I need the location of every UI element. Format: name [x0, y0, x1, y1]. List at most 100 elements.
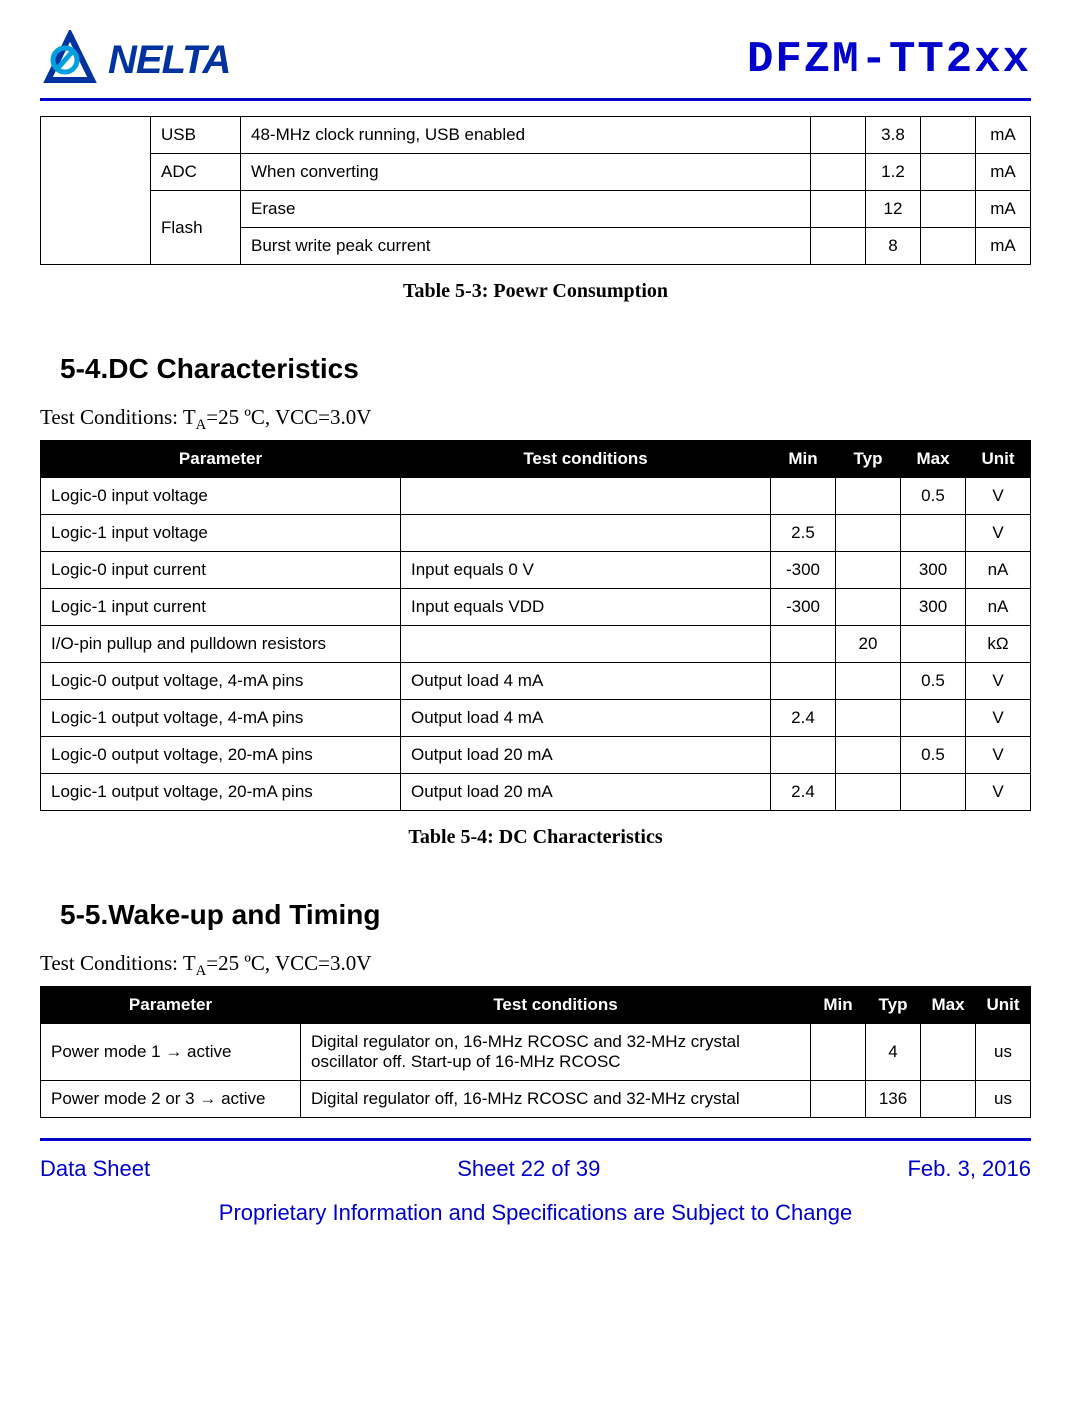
- table-cell: 0.5: [901, 663, 966, 700]
- table-cell: I/O-pin pullup and pulldown resistors: [41, 626, 401, 663]
- table-cell: [901, 774, 966, 811]
- cell-category: Flash: [151, 191, 241, 265]
- table-row: Power mode 2 or 3 → activeDigital regula…: [41, 1081, 1031, 1118]
- col-parameter: Parameter: [41, 987, 301, 1024]
- table-cell: Digital regulator off, 16-MHz RCOSC and …: [301, 1081, 811, 1118]
- table-cell: V: [966, 478, 1031, 515]
- table-cell: [836, 737, 901, 774]
- cell-typ: 3.8: [866, 117, 921, 154]
- table-cell: Digital regulator on, 16-MHz RCOSC and 3…: [301, 1024, 811, 1081]
- cond-prefix: Test Conditions: T: [40, 405, 196, 429]
- table-row: I/O-pin pullup and pulldown resistors20k…: [41, 626, 1031, 663]
- table-cell: [921, 1024, 976, 1081]
- cell-unit: mA: [976, 117, 1031, 154]
- table-row: Logic-0 output voltage, 4-mA pinsOutput …: [41, 663, 1031, 700]
- table-cell: 4: [866, 1024, 921, 1081]
- footer-note: Proprietary Information and Specificatio…: [40, 1200, 1031, 1226]
- cell-min: [811, 228, 866, 265]
- table-caption: Table 5-4: DC Characteristics: [40, 826, 1031, 849]
- cell-typ: 12: [866, 191, 921, 228]
- table-row: Logic-0 input voltage0.5V: [41, 478, 1031, 515]
- table-cell: Logic-0 output voltage, 20-mA pins: [41, 737, 401, 774]
- cell-min: [811, 117, 866, 154]
- table-cell: Logic-1 output voltage, 4-mA pins: [41, 700, 401, 737]
- section-heading-5-5: 5-5.Wake-up and Timing: [60, 899, 1031, 931]
- cell-unit: mA: [976, 154, 1031, 191]
- col-min: Min: [811, 987, 866, 1024]
- cond-prefix: Test Conditions: T: [40, 951, 196, 975]
- cell-unit: mA: [976, 228, 1031, 265]
- footer-center: Sheet 22 of 39: [457, 1156, 600, 1182]
- table-cell: -300: [771, 552, 836, 589]
- table-cell: Power mode 2 or 3 → active: [41, 1081, 301, 1118]
- table-caption: Table 5-3: Poewr Consumption: [40, 280, 1031, 303]
- table-cell: 2.4: [771, 700, 836, 737]
- col-max: Max: [921, 987, 976, 1024]
- table-cell: [836, 515, 901, 552]
- table-cell: [836, 589, 901, 626]
- col-min: Min: [771, 441, 836, 478]
- footer-row: Data Sheet Sheet 22 of 39 Feb. 3, 2016: [40, 1156, 1031, 1182]
- table-cell: Logic-0 output voltage, 4-mA pins: [41, 663, 401, 700]
- table-cell: Output load 20 mA: [401, 774, 771, 811]
- table-cell: [771, 478, 836, 515]
- table-cell: [771, 626, 836, 663]
- footer-left: Data Sheet: [40, 1156, 150, 1182]
- power-consumption-table: USB 48-MHz clock running, USB enabled 3.…: [40, 116, 1031, 265]
- table-cell: [901, 700, 966, 737]
- table-cell: kΩ: [966, 626, 1031, 663]
- cell-category: USB: [151, 117, 241, 154]
- table-cell: Input equals VDD: [401, 589, 771, 626]
- table-header-row: Parameter Test conditions Min Typ Max Un…: [41, 441, 1031, 478]
- cell-min: [811, 191, 866, 228]
- table-cell: [836, 700, 901, 737]
- cell-typ: 8: [866, 228, 921, 265]
- table-cell: [401, 478, 771, 515]
- col-conditions: Test conditions: [301, 987, 811, 1024]
- dc-characteristics-table: Parameter Test conditions Min Typ Max Un…: [40, 440, 1031, 811]
- empty-cell: [41, 117, 151, 265]
- cell-desc: Burst write peak current: [241, 228, 811, 265]
- table-cell: 136: [866, 1081, 921, 1118]
- col-parameter: Parameter: [41, 441, 401, 478]
- table-cell: [836, 774, 901, 811]
- table-cell: us: [976, 1024, 1031, 1081]
- cell-unit: mA: [976, 191, 1031, 228]
- cell-category: ADC: [151, 154, 241, 191]
- table-cell: us: [976, 1081, 1031, 1118]
- table-cell: V: [966, 663, 1031, 700]
- table-cell: Output load 4 mA: [401, 700, 771, 737]
- cell-min: [811, 154, 866, 191]
- table-cell: V: [966, 774, 1031, 811]
- table-cell: 2.5: [771, 515, 836, 552]
- table-row: ADC When converting 1.2 mA: [41, 154, 1031, 191]
- cond-sub: A: [196, 417, 207, 433]
- table-cell: Logic-1 input voltage: [41, 515, 401, 552]
- cond-suffix: =25 ºC, VCC=3.0V: [206, 405, 371, 429]
- cell-max: [921, 228, 976, 265]
- test-conditions-5-4: Test Conditions: TA=25 ºC, VCC=3.0V: [40, 405, 1031, 434]
- table-cell: [401, 515, 771, 552]
- cell-typ: 1.2: [866, 154, 921, 191]
- col-max: Max: [901, 441, 966, 478]
- col-unit: Unit: [976, 987, 1031, 1024]
- delta-logo-icon: [40, 30, 100, 90]
- wakeup-timing-table: Parameter Test conditions Min Typ Max Un…: [40, 986, 1031, 1118]
- cell-max: [921, 191, 976, 228]
- table-cell: [811, 1081, 866, 1118]
- table-cell: Output load 20 mA: [401, 737, 771, 774]
- table-cell: Power mode 1 → active: [41, 1024, 301, 1081]
- table-cell: nA: [966, 589, 1031, 626]
- table-cell: Output load 4 mA: [401, 663, 771, 700]
- col-typ: Typ: [866, 987, 921, 1024]
- table-cell: Input equals 0 V: [401, 552, 771, 589]
- table-row: Flash Erase 12 mA: [41, 191, 1031, 228]
- table-cell: 0.5: [901, 737, 966, 774]
- table-cell: Logic-0 input current: [41, 552, 401, 589]
- table-row: Logic-1 input currentInput equals VDD-30…: [41, 589, 1031, 626]
- table-cell: [836, 663, 901, 700]
- cond-suffix: =25 ºC, VCC=3.0V: [206, 951, 371, 975]
- cell-desc: Erase: [241, 191, 811, 228]
- cell-max: [921, 117, 976, 154]
- table-cell: Logic-1 input current: [41, 589, 401, 626]
